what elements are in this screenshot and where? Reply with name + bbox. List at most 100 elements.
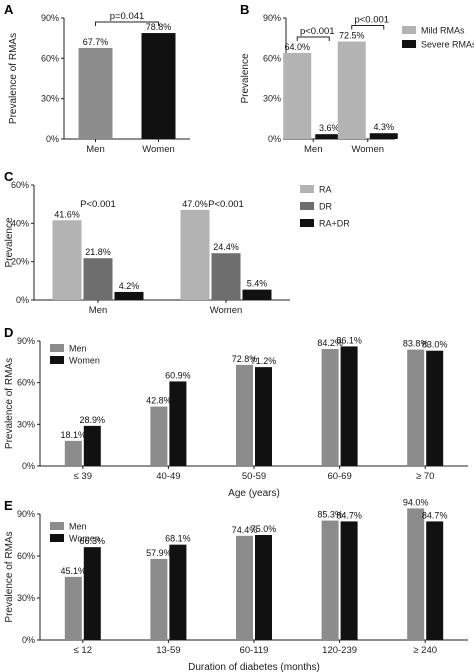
panel-d: D 0% 30% 60% 90% Prevalence of RMAs Age (years… — [4, 325, 468, 499]
x-tick-label: Women — [210, 305, 243, 316]
data-label: 66.3% — [80, 536, 106, 546]
panel-letter: A — [4, 2, 14, 17]
y-tick-label: 60% — [41, 53, 59, 63]
data-label: 28.9% — [80, 415, 106, 425]
y-tick-label: 60% — [17, 551, 35, 561]
panel-a: A 0% 30% 60% 90% Prevalence of RMAs Men 67.7% Wo… — [4, 2, 190, 155]
data-label: 41.6% — [54, 209, 80, 219]
data-label: 3.6% — [319, 123, 340, 133]
bar-men — [407, 508, 425, 640]
bar-men — [64, 576, 82, 640]
y-axis-title: Prevalence of RMAs — [4, 358, 15, 449]
x-tick-label: 120-239 — [322, 645, 357, 656]
y-tick-label: 30% — [17, 593, 35, 603]
y-axis-title: Prevalence of RMAs — [4, 531, 15, 622]
bar-men — [150, 558, 168, 640]
bar-men — [321, 349, 339, 466]
data-label: 84.2% — [317, 338, 343, 348]
panel-b: B 0% 30% 60% 90% Prevalence Men 64.0% 3.6% Women 7… — [240, 2, 474, 155]
bar-men — [236, 535, 253, 640]
legend-swatch — [300, 202, 314, 210]
data-label: 72.8% — [232, 354, 258, 364]
data-label: 84.7% — [336, 510, 362, 520]
data-label: 84.7% — [422, 510, 448, 520]
y-tick-label: 0% — [22, 461, 35, 471]
bar-women — [426, 350, 444, 466]
bar-dr — [211, 253, 241, 300]
x-tick-label: 40-49 — [156, 471, 180, 482]
bar-mild-rmas — [337, 41, 366, 139]
y-tick-label: 90% — [17, 336, 35, 346]
significance-bracket — [351, 25, 385, 30]
data-label: 21.8% — [85, 247, 111, 257]
panel-e: E 0% 30% 60% 90% Prevalence of RMAs Duration o… — [4, 497, 468, 672]
y-tick-label: 60% — [17, 378, 35, 388]
y-tick-label: 0% — [268, 134, 281, 144]
legend-label: Severe RMAs — [421, 40, 474, 50]
legend-swatch — [402, 40, 416, 48]
panel-letter: E — [4, 498, 13, 513]
panel-letter: C — [4, 169, 14, 184]
legend-swatch — [300, 185, 314, 193]
data-label: 45.1% — [61, 566, 87, 576]
legend-swatch — [50, 344, 64, 352]
legend-label: Men — [69, 522, 87, 532]
legend-swatch — [50, 522, 64, 530]
y-tick-label: 0% — [16, 295, 29, 305]
x-axis-title: Duration of diabetes (months) — [188, 662, 320, 672]
bar-ra-dr — [114, 291, 144, 300]
data-label: 64.0% — [284, 42, 310, 52]
y-axis-title: Prevalence — [240, 53, 251, 103]
bar-women — [340, 346, 358, 466]
x-tick-label: Men — [304, 144, 322, 155]
bar-severe-rmas — [315, 134, 344, 139]
x-tick-label: Men — [89, 305, 107, 316]
y-tick-label: 20% — [11, 257, 29, 267]
y-tick-label: 90% — [17, 509, 35, 519]
data-label: 18.1% — [61, 430, 87, 440]
y-tick-label: 30% — [17, 419, 35, 429]
bar-value — [141, 33, 176, 139]
bar-dr — [83, 258, 113, 300]
x-tick-label: 60-69 — [327, 471, 351, 482]
legend-swatch — [300, 219, 314, 227]
p-value-label: p<0.001 — [354, 15, 389, 26]
bar-ra-dr — [242, 289, 272, 300]
x-tick-label: 50-59 — [242, 471, 266, 482]
y-tick-label: 30% — [41, 94, 59, 104]
bar-men — [150, 406, 168, 466]
bar-men — [407, 349, 425, 466]
data-label: 74.4% — [232, 525, 258, 535]
data-label: 47.0% — [182, 199, 208, 209]
data-label: 57.9% — [146, 548, 172, 558]
y-axis-title: Prevalence — [4, 217, 15, 267]
legend-swatch — [50, 356, 64, 364]
x-tick-label: Women — [351, 144, 384, 155]
legend-label: Women — [69, 534, 100, 544]
significance-bracket — [95, 21, 159, 26]
y-tick-label: 60% — [11, 180, 29, 190]
bar-women — [83, 425, 101, 466]
p-value-label: P<0.001 — [80, 199, 116, 210]
bar-men — [64, 440, 82, 466]
p-value-label: p=0.041 — [110, 11, 145, 22]
panel-letter: B — [240, 2, 249, 17]
x-tick-label: ≤ 12 — [74, 645, 92, 656]
x-tick-label: Women — [142, 144, 175, 155]
bar-women — [169, 381, 187, 466]
legend-label: RA — [319, 185, 332, 195]
data-label: 67.7% — [83, 37, 109, 47]
data-label: 5.4% — [247, 279, 268, 289]
data-label: 24.4% — [213, 242, 239, 252]
legend-label: Mild RMAs — [421, 26, 465, 36]
x-tick-label: ≥ 70 — [416, 471, 434, 482]
bar-women — [255, 367, 272, 466]
legend-swatch — [50, 534, 64, 542]
legend-label: RA+DR — [319, 219, 350, 229]
bar-men — [236, 364, 253, 466]
x-tick-label: 60-119 — [240, 645, 269, 656]
data-label: 75.0% — [251, 524, 277, 534]
data-label: 78.8% — [146, 22, 172, 32]
data-label: 83.0% — [422, 340, 448, 350]
y-tick-label: 60% — [263, 53, 281, 63]
